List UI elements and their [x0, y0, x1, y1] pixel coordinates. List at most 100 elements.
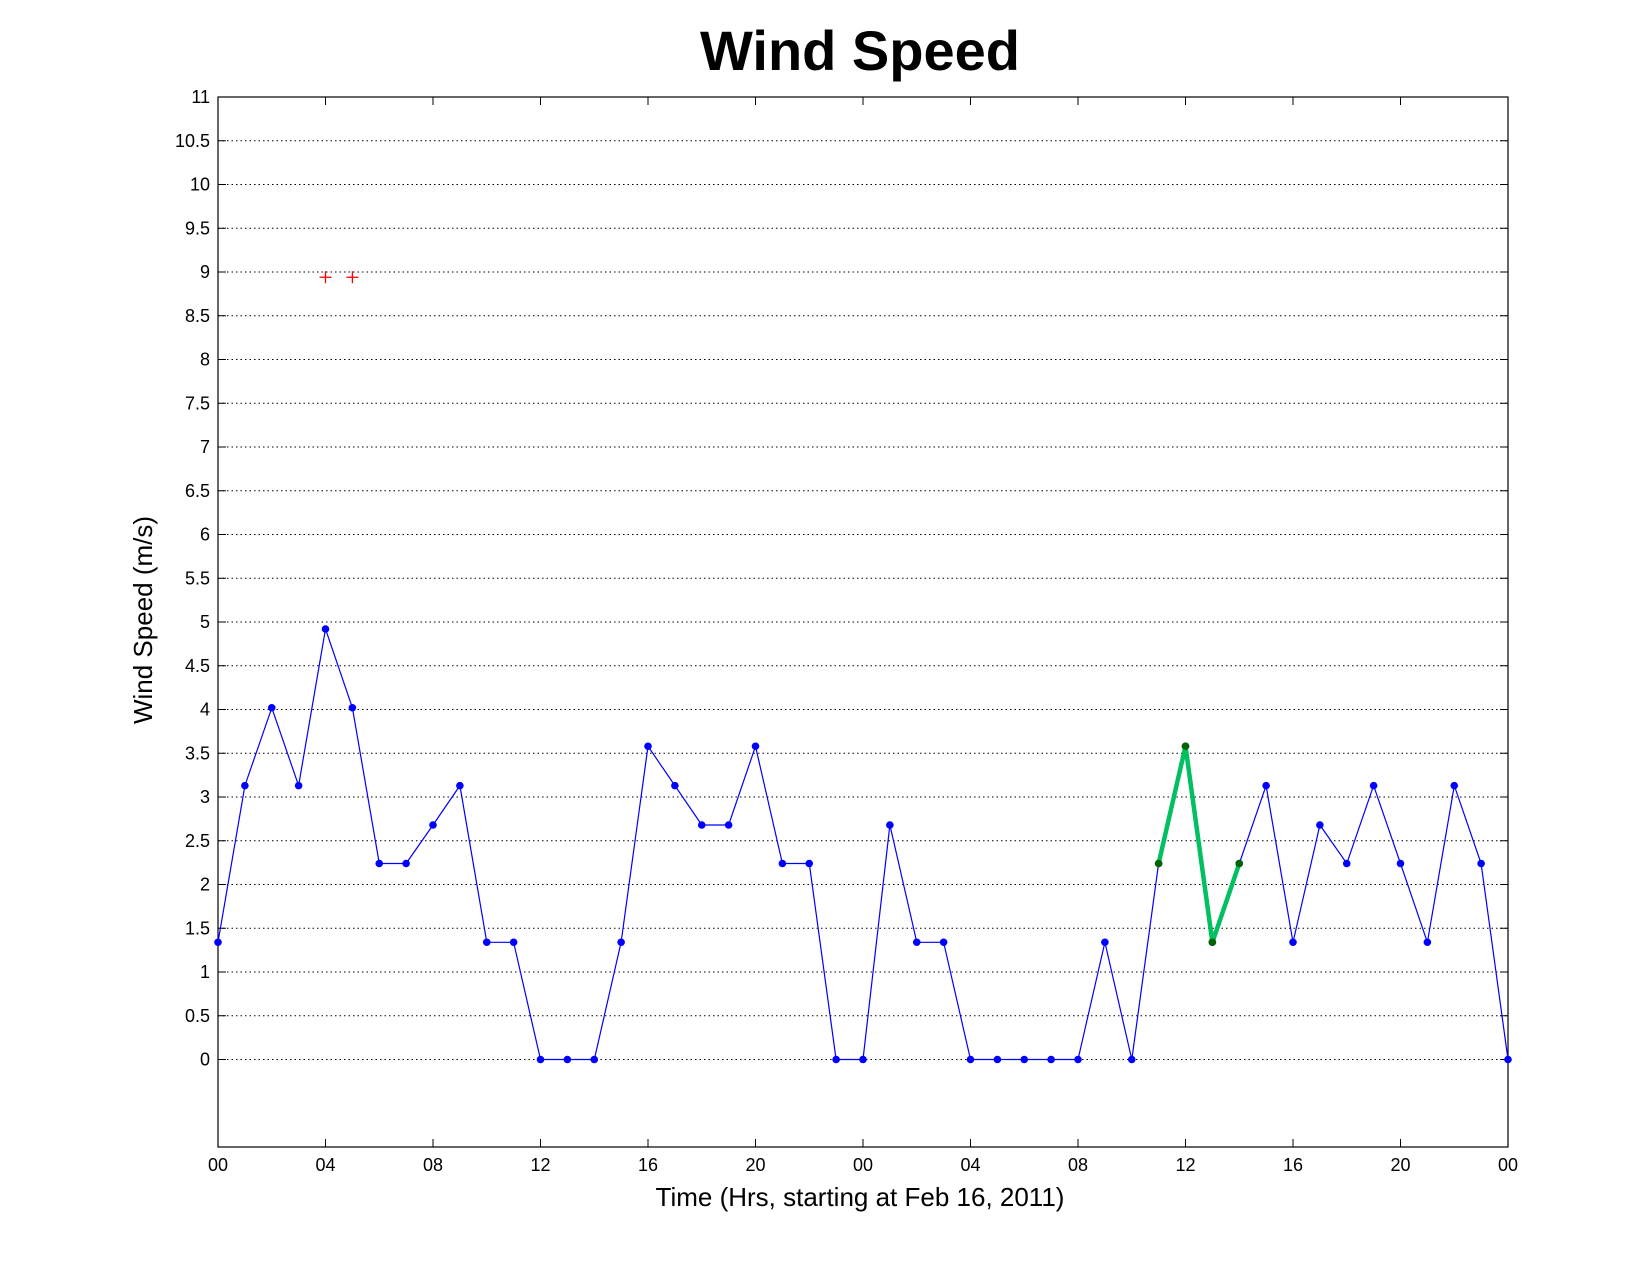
data-point	[482, 938, 491, 947]
y-tick-label: 11	[191, 87, 210, 107]
y-tick-label: 8.5	[185, 306, 210, 326]
data-point	[778, 859, 787, 868]
data-point	[1208, 938, 1217, 947]
data-point	[886, 821, 894, 829]
data-point	[805, 859, 814, 868]
data-point	[456, 781, 464, 790]
data-point	[375, 859, 384, 868]
series-line	[1156, 745, 1242, 944]
series-line	[217, 628, 1509, 1061]
data-point	[1074, 1055, 1082, 1064]
x-tick-label: 08	[1068, 1155, 1088, 1175]
data-point	[859, 1055, 867, 1064]
data-point	[267, 703, 276, 712]
data-point	[832, 1055, 840, 1064]
x-axis: 00 04 08 12 16 20 00 04 08 12 16 20 00	[208, 97, 1518, 1175]
data-point	[1235, 859, 1244, 868]
data-point	[1423, 938, 1432, 947]
y-tick-label: 8	[200, 350, 210, 370]
y-tick-label: 3.5	[185, 743, 210, 763]
data-point	[509, 938, 518, 947]
x-tick-label: 16	[638, 1155, 658, 1175]
data-point	[671, 781, 679, 790]
y-axis: 0 0.5 1 1.5 2 2.5 3 3.5 4 4.5 5 5.5 6 6.5 7 7.5 8 8.5 9 9.5…	[175, 87, 1508, 1070]
series-1	[1154, 742, 1244, 947]
data-point	[536, 1055, 545, 1064]
data-point	[321, 625, 330, 633]
y-tick-label: 10	[190, 175, 210, 195]
y-tick-label: 2	[200, 875, 210, 895]
x-tick-label: 12	[530, 1155, 550, 1175]
y-tick-label: 4	[200, 700, 210, 720]
data-point	[1369, 781, 1378, 790]
data-point	[1450, 781, 1459, 790]
data-point	[1477, 859, 1485, 868]
data-point	[751, 742, 760, 751]
y-tick-label: 3	[200, 787, 210, 807]
data-point	[617, 938, 625, 947]
data-point	[1289, 938, 1297, 947]
data-point	[1020, 1055, 1029, 1064]
x-tick-label: 00	[853, 1155, 873, 1175]
x-tick-label: 12	[1175, 1155, 1195, 1175]
data-point	[348, 703, 357, 712]
data-point	[939, 938, 948, 947]
data-point	[1154, 859, 1163, 868]
y-tick-label: 9.5	[185, 218, 210, 238]
y-tick-label: 6	[200, 525, 210, 545]
data-point	[214, 938, 222, 947]
data-point	[563, 1055, 572, 1064]
data-point	[1316, 821, 1324, 829]
x-tick-label: 00	[1498, 1155, 1518, 1175]
y-tick-label: 2.5	[185, 831, 210, 851]
y-tick-label: 10.5	[175, 131, 210, 151]
data-point	[966, 1055, 975, 1064]
y-axis-label: Wind Speed (m/s)	[128, 516, 158, 724]
data-point	[1047, 1055, 1055, 1064]
x-tick-label: 00	[208, 1155, 228, 1175]
data-point	[402, 859, 410, 868]
x-axis-label: Time (Hrs, starting at Feb 16, 2011)	[656, 1182, 1065, 1212]
data-point	[590, 1055, 599, 1064]
x-tick-label: 04	[960, 1155, 980, 1175]
chart-title: Wind Speed	[700, 19, 1020, 82]
y-tick-label: 0.5	[185, 1006, 210, 1026]
x-tick-label: 16	[1283, 1155, 1303, 1175]
data-point	[1101, 938, 1109, 947]
series-2	[319, 271, 359, 284]
y-tick-label: 5.5	[185, 568, 210, 588]
y-tick-label: 0	[200, 1050, 210, 1070]
y-tick-label: 7	[200, 437, 210, 457]
data-point	[1127, 1055, 1136, 1064]
data-point	[724, 821, 733, 829]
x-tick-label: 04	[315, 1155, 335, 1175]
data-point	[697, 821, 706, 829]
y-tick-label: 6.5	[185, 481, 210, 501]
x-tick-label: 08	[423, 1155, 443, 1175]
y-tick-label: 1	[200, 962, 210, 982]
y-tick-label: 4.5	[185, 656, 210, 676]
data-point	[912, 938, 921, 947]
data-point	[644, 742, 652, 751]
x-tick-label: 20	[745, 1155, 765, 1175]
data-point	[241, 781, 249, 790]
data-point	[1504, 1055, 1512, 1064]
data-point	[429, 821, 437, 829]
data-point	[1181, 742, 1190, 751]
data-point	[294, 781, 303, 790]
plus-marker	[346, 271, 359, 284]
data-point	[993, 1055, 1002, 1064]
plus-marker	[319, 271, 332, 284]
data-series	[214, 271, 1512, 1064]
y-tick-label: 9	[200, 262, 210, 282]
series-0	[214, 625, 1512, 1064]
data-point	[1396, 859, 1405, 868]
data-point	[1262, 781, 1270, 790]
y-tick-label: 7.5	[185, 393, 210, 413]
x-tick-label: 20	[1390, 1155, 1410, 1175]
grid-lines	[218, 140, 1508, 1060]
data-point	[1342, 859, 1351, 868]
y-tick-label: 5	[200, 612, 210, 632]
y-tick-label: 1.5	[185, 918, 210, 938]
